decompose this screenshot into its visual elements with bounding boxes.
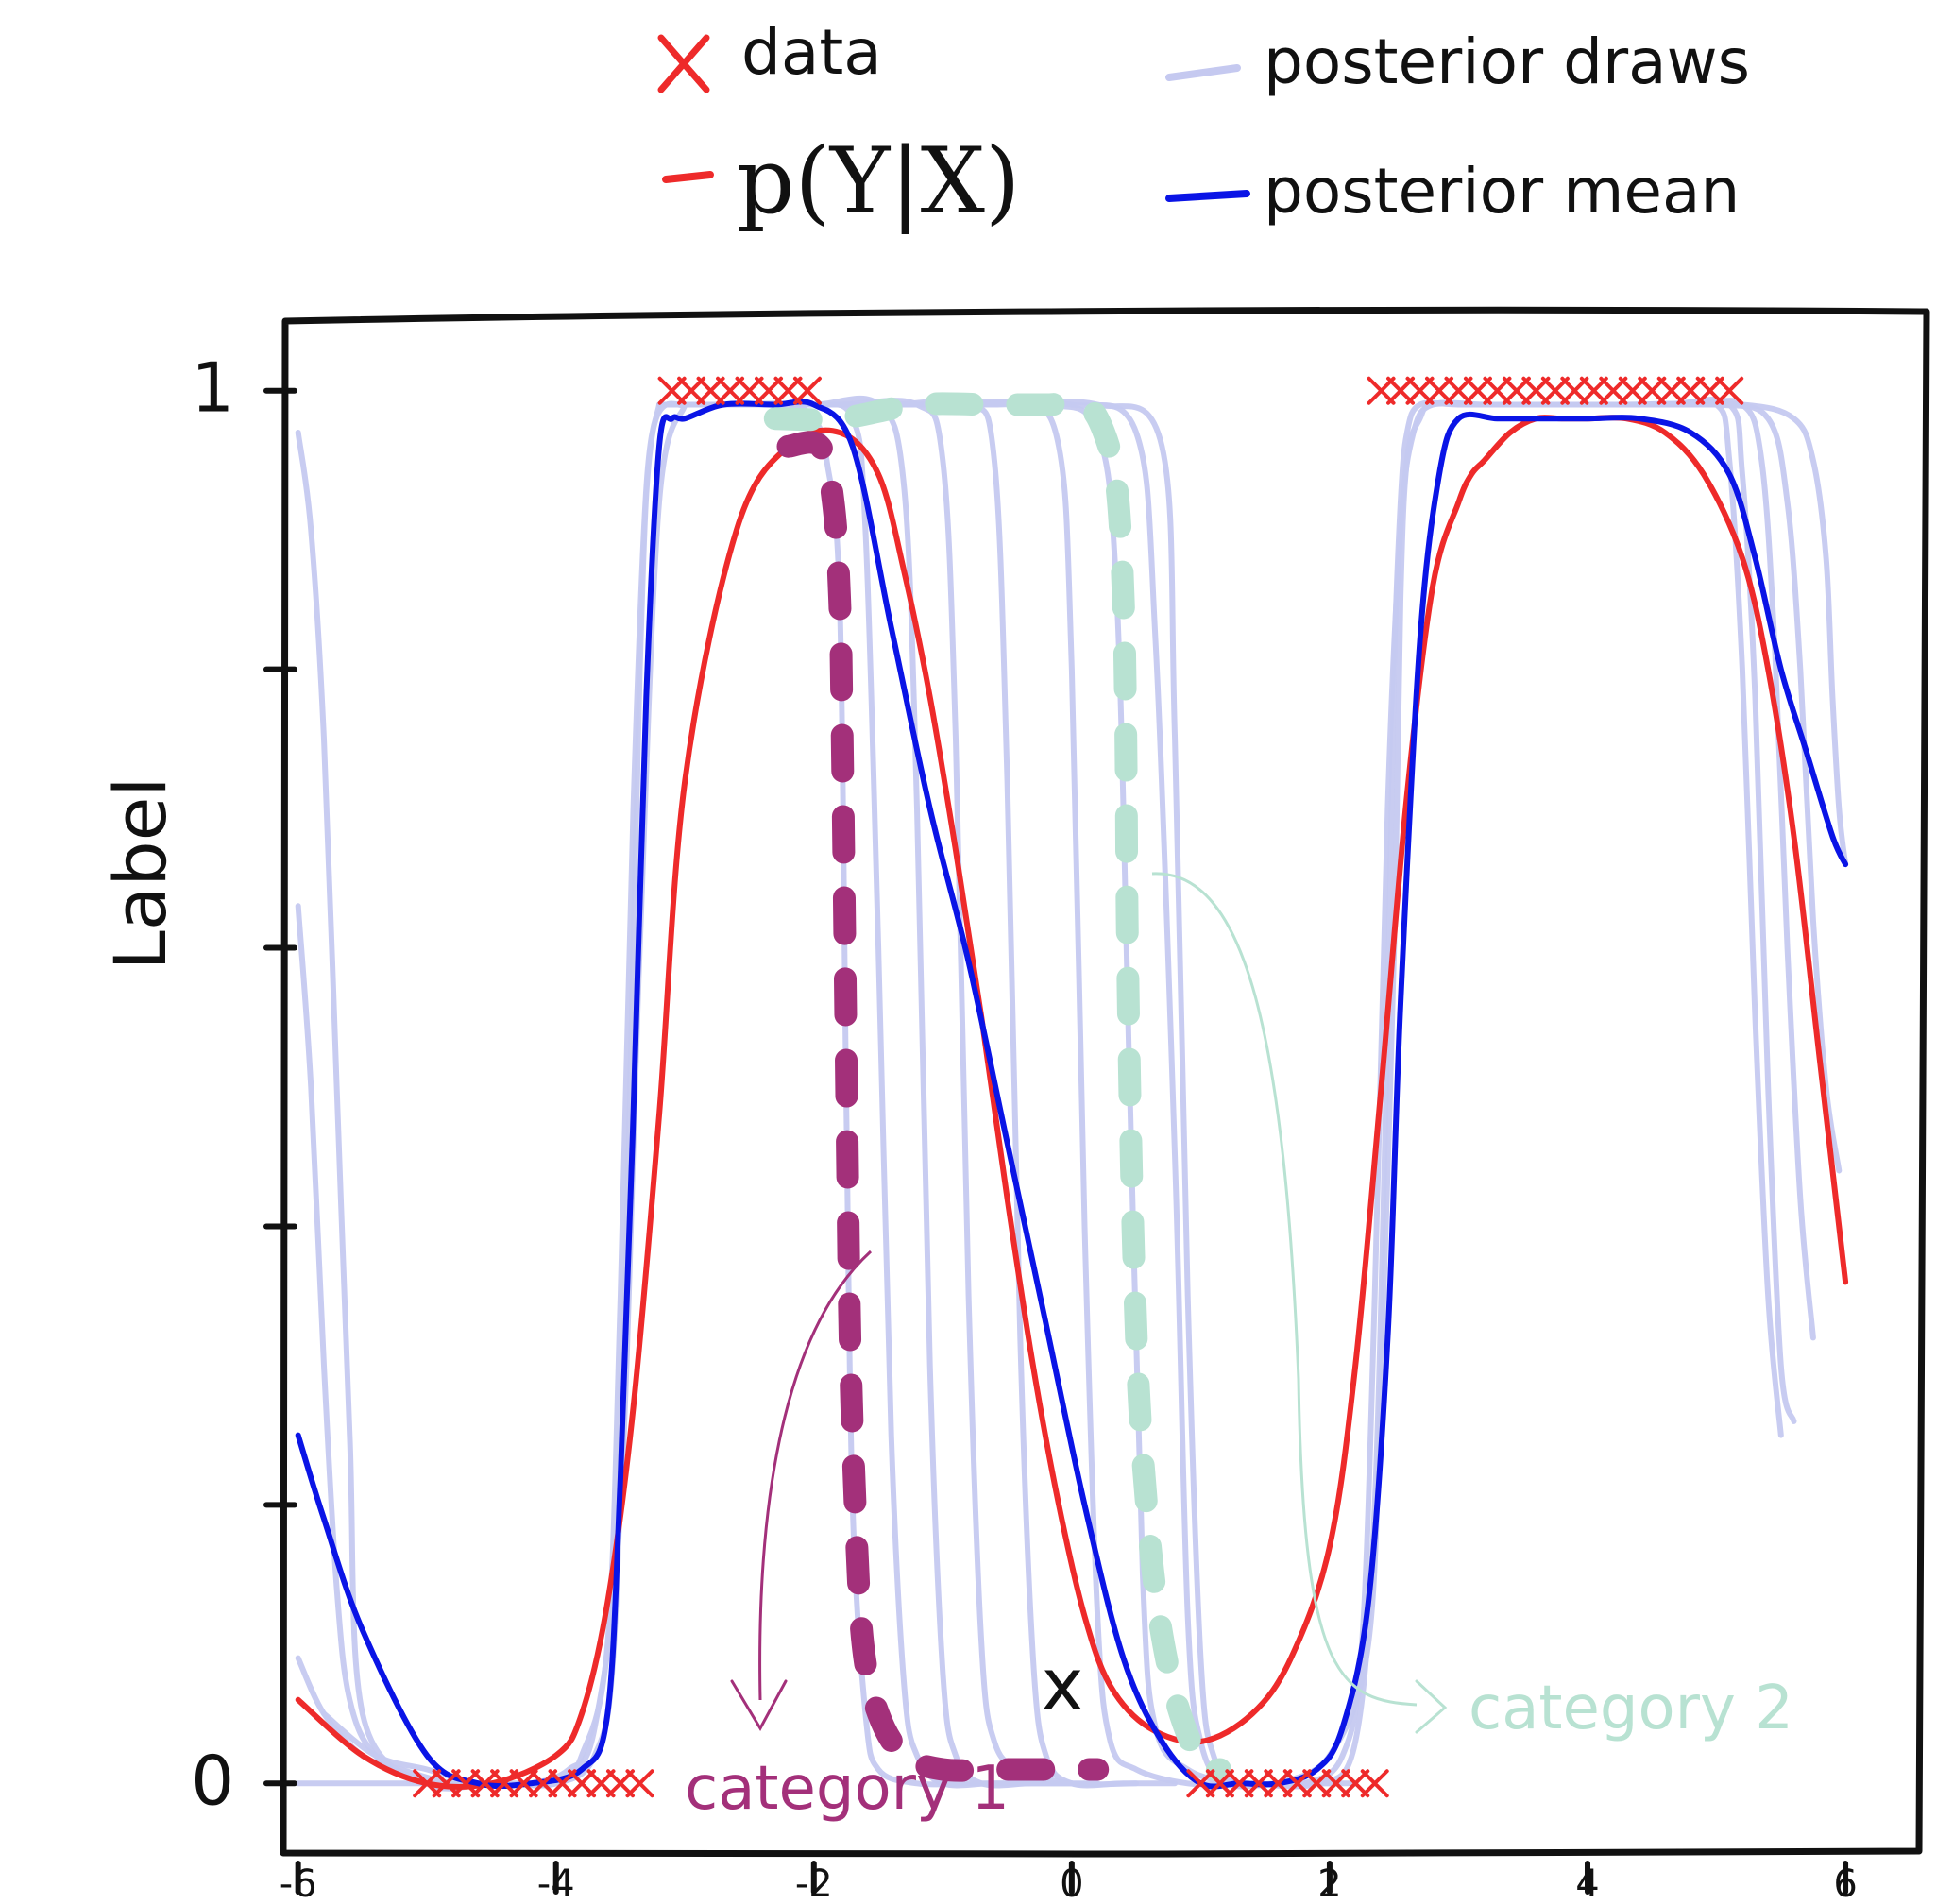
data-point-label-1: [1386, 376, 1416, 405]
data-point-label-0: [1302, 1769, 1332, 1798]
data-point-label-0: [470, 1769, 500, 1798]
x-tick-label-6: 6: [1833, 1862, 1857, 1904]
data-point-label-0: [1321, 1769, 1350, 1798]
data-point-label-1: [773, 376, 803, 405]
data-point-label-0: [509, 1769, 538, 1798]
posterior-mean-line: [295, 399, 1849, 1790]
data-point-label-1: [1540, 376, 1570, 405]
data-point-label-1: [1579, 376, 1608, 405]
legend: data p(Y|X) posterior draws posterior me…: [657, 16, 1750, 234]
category-2-label: category 2: [1469, 1674, 1793, 1743]
x-tick-label-0: -6: [280, 1862, 317, 1904]
data-point-label-1: [1618, 376, 1647, 405]
data-points-layer: [413, 376, 1744, 1798]
category-1-label: category 1: [685, 1754, 1010, 1824]
x-tick-label-2: -2: [795, 1862, 833, 1904]
data-point-label-0: [1244, 1769, 1273, 1798]
data-point-label-1: [1560, 376, 1589, 405]
x-tick-label-4: 2: [1317, 1862, 1341, 1904]
category-2-arrowhead: [1415, 1679, 1448, 1734]
y-tick-label-5: 1: [191, 348, 234, 428]
legend-label-data: data: [741, 16, 882, 89]
data-point-label-1: [1521, 376, 1551, 405]
axis-ticks-layer: -6 -4 -2 0 2 4 6 0 1: [191, 348, 1858, 1904]
posterior-draw-line-17: [1275, 400, 1565, 1787]
category-2-annotation: category 2: [1151, 872, 1793, 1743]
data-point-label-1: [755, 376, 784, 405]
data-point-label-1: [696, 376, 725, 405]
data-point-label-1: [1405, 376, 1435, 405]
data-point-label-1: [716, 376, 745, 405]
data-point-label-0: [451, 1769, 481, 1798]
data-point-label-0: [432, 1769, 461, 1798]
data-point-label-0: [413, 1769, 442, 1798]
data-point-label-1: [1638, 376, 1667, 405]
data-point-label-0: [605, 1769, 635, 1798]
legend-label-true-function: p(Y|X): [737, 128, 1020, 234]
data-point-label-1: [1463, 376, 1492, 405]
data-point-label-1: [1483, 376, 1512, 405]
posterior-draw-line-19: [1455, 397, 1797, 1424]
data-point-label-0: [586, 1769, 616, 1798]
x-tick-label-3: 0: [1060, 1862, 1083, 1904]
data-point-label-1: [657, 376, 687, 405]
data-point-label-1: [1676, 376, 1706, 405]
plot-frame: [280, 306, 1930, 1859]
data-point-label-1: [677, 376, 706, 405]
data-point-label-0: [1186, 1769, 1215, 1798]
data-point-label-0: [1341, 1769, 1370, 1798]
y-tick-label-0: 0: [191, 1741, 234, 1820]
posterior-draw-line-16: [1249, 400, 1617, 1790]
legend-posterior-draws-swatch: [1165, 64, 1241, 81]
category-2-dashed-line: [763, 391, 1231, 1783]
data-point-label-0: [1205, 1769, 1234, 1798]
x-tick-label-5: 4: [1575, 1862, 1599, 1904]
x-tick-label-1: -4: [537, 1862, 575, 1904]
data-point-label-0: [548, 1769, 577, 1798]
data-point-label-0: [1225, 1769, 1254, 1798]
data-point-label-0: [1282, 1769, 1312, 1798]
category-1-dashed-line: [776, 431, 1110, 1782]
legend-data-marker: [657, 34, 710, 94]
data-point-label-0: [529, 1769, 558, 1798]
posterior-mean-layer: [295, 399, 1849, 1790]
category-highlight-layer: [763, 391, 1231, 1783]
posterior-draw-line-8: [656, 395, 1101, 1789]
category-2-arrow: [1151, 872, 1418, 1707]
legend-label-posterior-draws: posterior draws: [1264, 26, 1750, 98]
legend-true-function-swatch: [662, 171, 714, 183]
data-point-label-0: [625, 1769, 654, 1798]
data-point-label-1: [1367, 376, 1396, 405]
data-point-label-1: [1444, 376, 1473, 405]
category-1-arrowhead: [730, 1679, 788, 1732]
legend-posterior-mean-swatch: [1165, 190, 1250, 202]
posterior-draw-line-12: [733, 400, 1307, 1788]
data-point-label-0: [1360, 1769, 1389, 1798]
data-point-label-1: [735, 376, 764, 405]
data-point-label-0: [568, 1769, 597, 1798]
data-point-label-1: [1424, 376, 1453, 405]
y-axis-title: Label: [98, 776, 182, 970]
data-point-label-1: [1715, 376, 1744, 405]
x-axis-title: x: [1042, 1642, 1084, 1726]
data-point-label-1: [1599, 376, 1628, 405]
data-point-label-0: [490, 1769, 519, 1798]
data-point-label-0: [1264, 1769, 1293, 1798]
posterior-draw-line-2: [295, 903, 495, 1789]
data-point-label-1: [1502, 376, 1531, 405]
category-1-arrow: [758, 1250, 873, 1701]
posterior-draw-line-18: [1455, 398, 1784, 1438]
data-point-label-1: [792, 376, 822, 405]
posterior-draws-layer: [295, 395, 1849, 1792]
data-point-label-1: [1695, 376, 1724, 405]
data-point-label-1: [1656, 376, 1686, 405]
legend-label-posterior-mean: posterior mean: [1264, 155, 1740, 228]
category-1-annotation: category 1: [685, 1250, 1010, 1824]
